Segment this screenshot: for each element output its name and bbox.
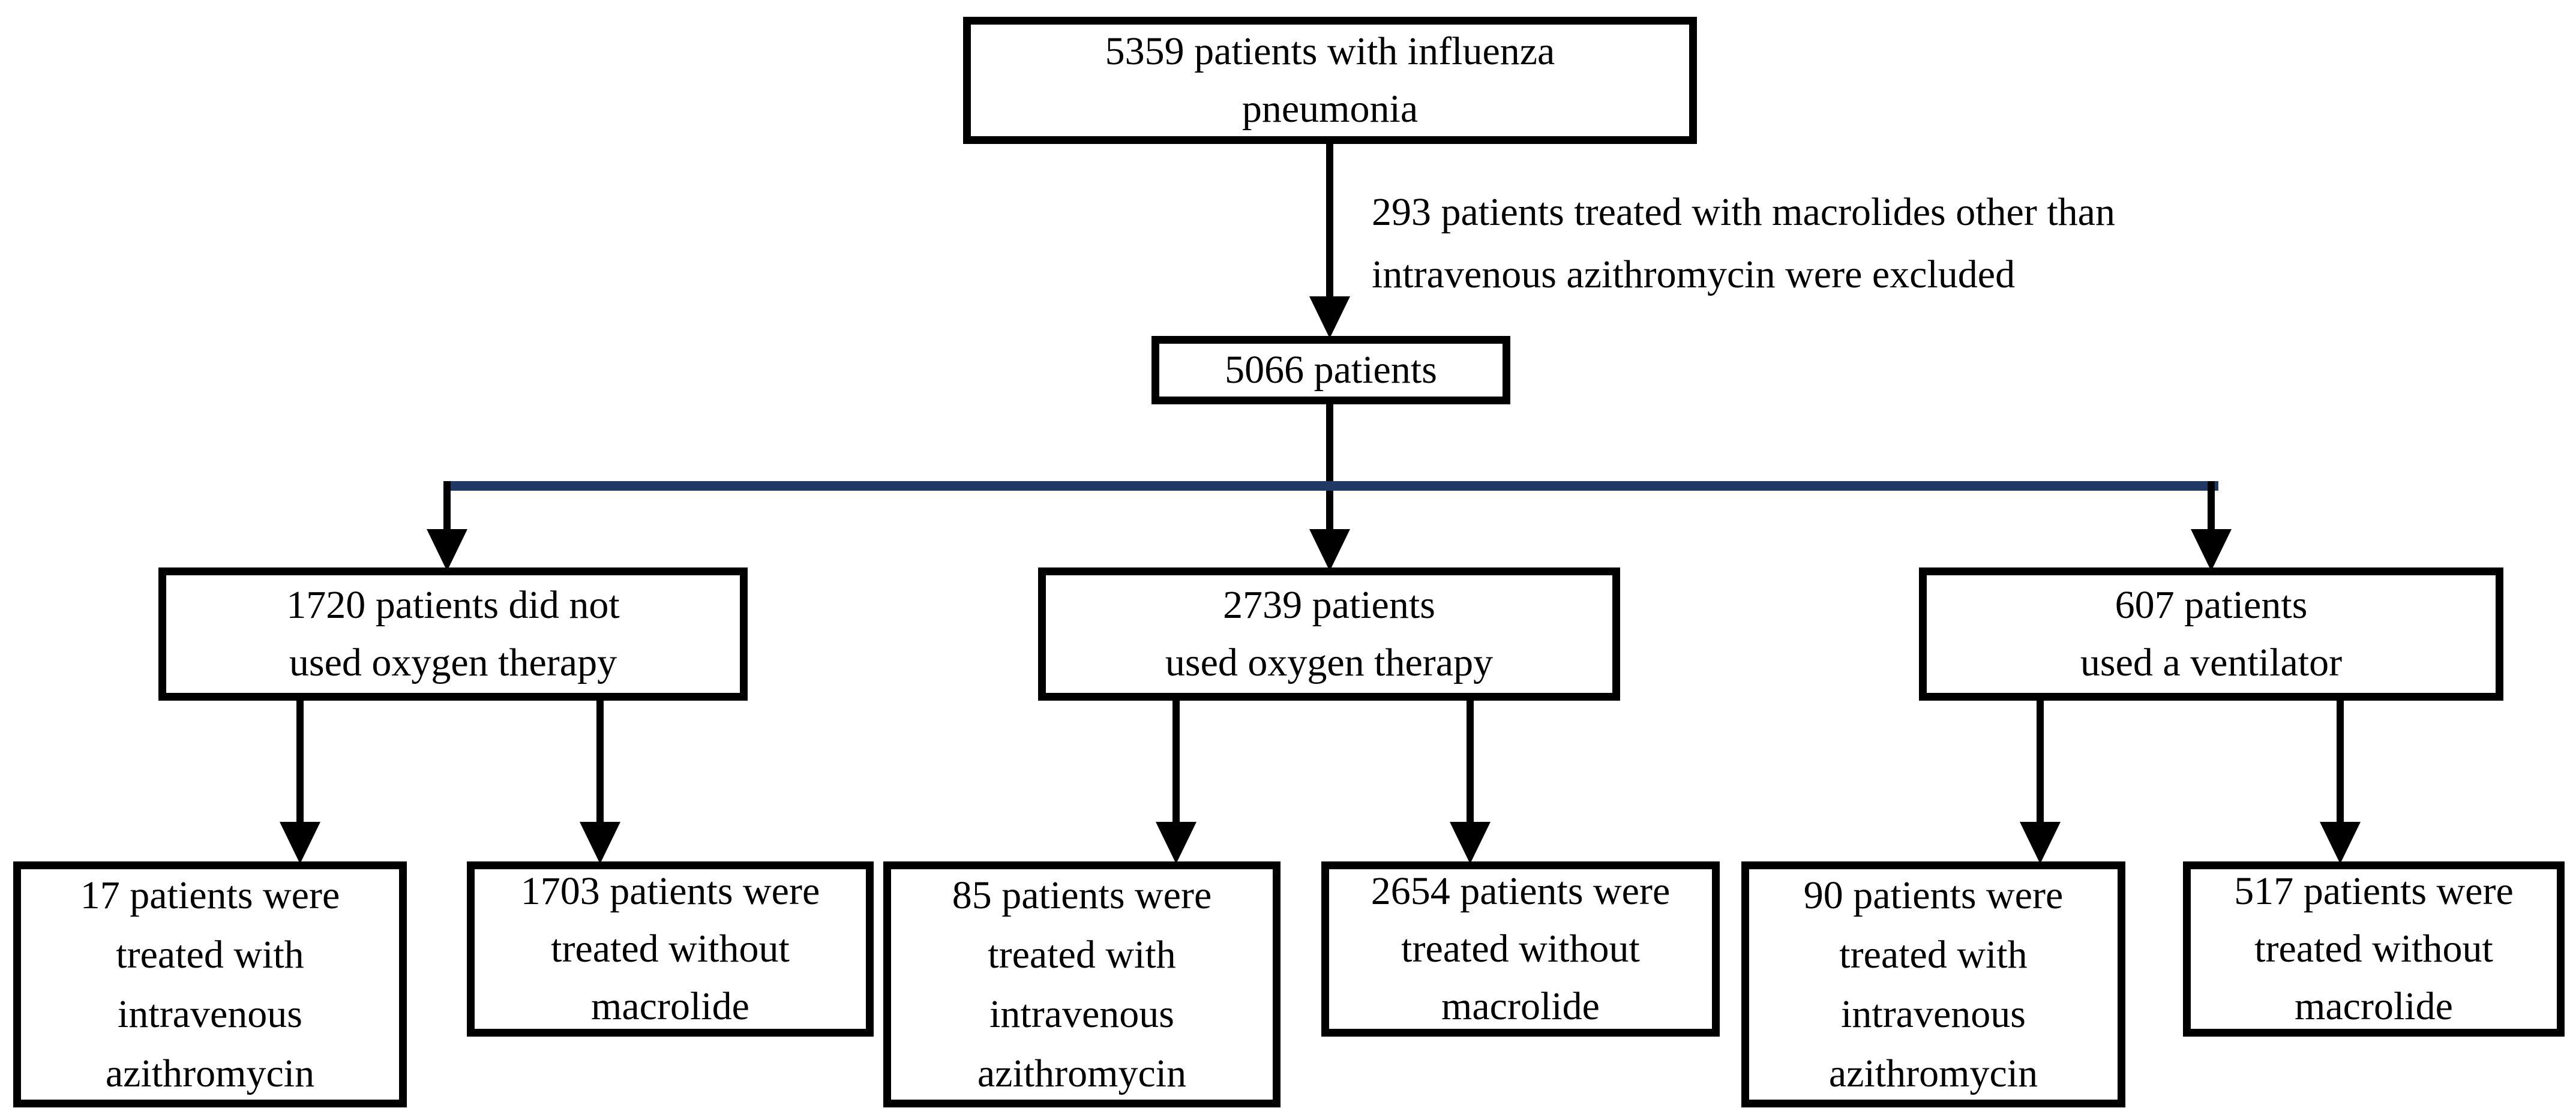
- arrowhead-into-oxygen-no-macrolide: [1450, 822, 1491, 864]
- arrowhead-into-no-oxygen-azithromycin: [280, 822, 320, 864]
- flow-box-ventilator-no-macrolide: 517 patients were treated without macrol…: [2183, 861, 2565, 1037]
- connector-ventilator-to-no-macrolide: [2337, 701, 2344, 827]
- connector-ventilator-to-azithromycin: [2037, 701, 2044, 827]
- flow-box-oxygen-azithromycin: 85 patients were treated with intravenou…: [883, 861, 1280, 1107]
- flow-box-no-oxygen-azithromycin: 17 patients were treated with intravenou…: [13, 861, 407, 1107]
- flow-box-included: 5066 patients: [1151, 336, 1510, 404]
- arrowhead-into-oxygen-azithromycin: [1156, 822, 1196, 864]
- arrowhead-into-no-oxygen-no-macrolide: [580, 822, 620, 864]
- connector-included-to-branch: [1326, 403, 1333, 533]
- arrowhead-into-no-oxygen: [427, 529, 467, 571]
- exclusion-note: 293 patients treated with macrolides oth…: [1372, 190, 2115, 297]
- flow-box-ventilator: 607 patients used a ventilator: [1919, 567, 2503, 701]
- connector-oxygen-to-no-macrolide: [1467, 701, 1474, 827]
- branch-line-horizontal: [443, 481, 2218, 491]
- flow-box-no-oxygen-no-macrolide: 1703 patients were treated without macro…: [467, 861, 874, 1037]
- flow-box-total-cohort: 5359 patients with influenza pneumonia: [963, 17, 1697, 144]
- arrowhead-into-oxygen: [1309, 529, 1350, 571]
- flow-box-no-oxygen-therapy: 1720 patients did not used oxygen therap…: [158, 567, 748, 701]
- flow-box-ventilator-azithromycin: 90 patients were treated with intravenou…: [1741, 861, 2125, 1107]
- connector-no-oxygen-to-no-macrolide: [596, 701, 604, 827]
- flow-box-oxygen-no-macrolide: 2654 patients were treated without macro…: [1321, 861, 1720, 1037]
- connector-total-to-included: [1326, 143, 1333, 300]
- arrowhead-into-ventilator-no-macrolide: [2320, 822, 2361, 864]
- connector-no-oxygen-to-azithromycin: [296, 701, 304, 827]
- arrowhead-into-ventilator-azithromycin: [2020, 822, 2061, 864]
- connector-branch-to-ventilator: [2208, 481, 2215, 535]
- arrowhead-into-included: [1309, 296, 1350, 338]
- arrowhead-into-ventilator: [2191, 529, 2232, 571]
- flow-box-oxygen-therapy: 2739 patients used oxygen therapy: [1038, 567, 1620, 701]
- connector-branch-to-no-oxygen: [443, 481, 451, 535]
- connector-oxygen-to-azithromycin: [1172, 701, 1180, 827]
